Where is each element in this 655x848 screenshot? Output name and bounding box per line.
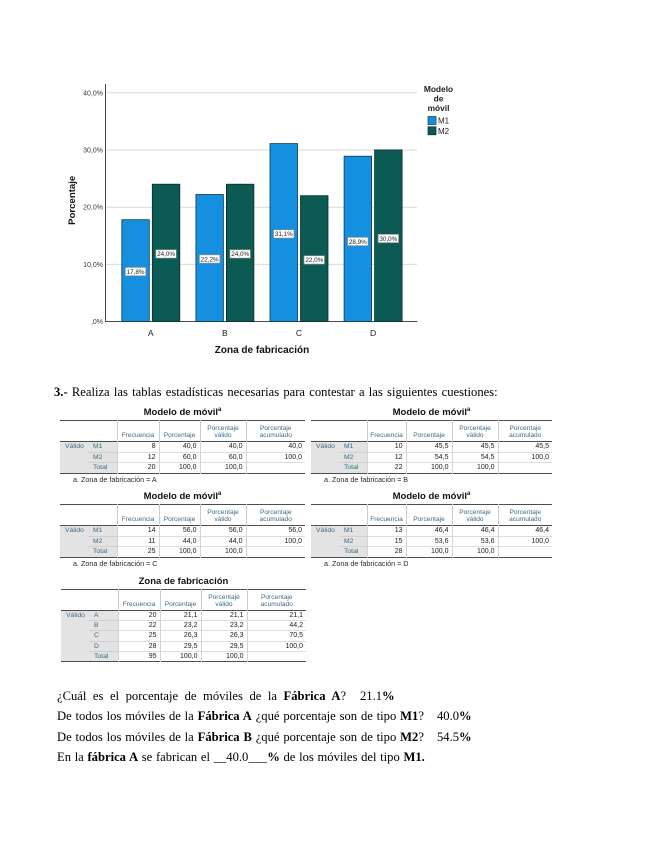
svg-text:de: de bbox=[434, 94, 444, 104]
svg-text:Porcentaje: Porcentaje bbox=[67, 176, 78, 225]
svg-text:A: A bbox=[148, 328, 154, 338]
svg-text:17,8%: 17,8% bbox=[127, 269, 145, 276]
svg-text:31,1%: 31,1% bbox=[275, 231, 293, 238]
svg-text:móvil: móvil bbox=[428, 103, 450, 113]
svg-text:10,0%: 10,0% bbox=[83, 262, 103, 269]
svg-text:24,0%: 24,0% bbox=[231, 251, 249, 258]
svg-text:20,0%: 20,0% bbox=[83, 205, 103, 212]
svg-text:,0%: ,0% bbox=[91, 319, 103, 326]
svg-text:D: D bbox=[370, 328, 376, 338]
svg-text:30,0%: 30,0% bbox=[83, 148, 103, 155]
svg-text:28,9%: 28,9% bbox=[349, 239, 367, 246]
svg-text:22,0%: 22,0% bbox=[305, 257, 323, 264]
svg-text:Modelo: Modelo bbox=[424, 84, 453, 94]
svg-text:24,0%: 24,0% bbox=[157, 251, 175, 258]
svg-text:C: C bbox=[296, 328, 302, 338]
svg-text:M2: M2 bbox=[438, 127, 450, 136]
svg-text:40,0%: 40,0% bbox=[83, 90, 103, 97]
svg-text:22,2%: 22,2% bbox=[201, 256, 219, 263]
svg-text:Zona de fabricación: Zona de fabricación bbox=[215, 345, 309, 356]
svg-text:30,0%: 30,0% bbox=[379, 236, 397, 243]
svg-text:B: B bbox=[222, 328, 228, 338]
svg-text:M1: M1 bbox=[438, 117, 450, 126]
